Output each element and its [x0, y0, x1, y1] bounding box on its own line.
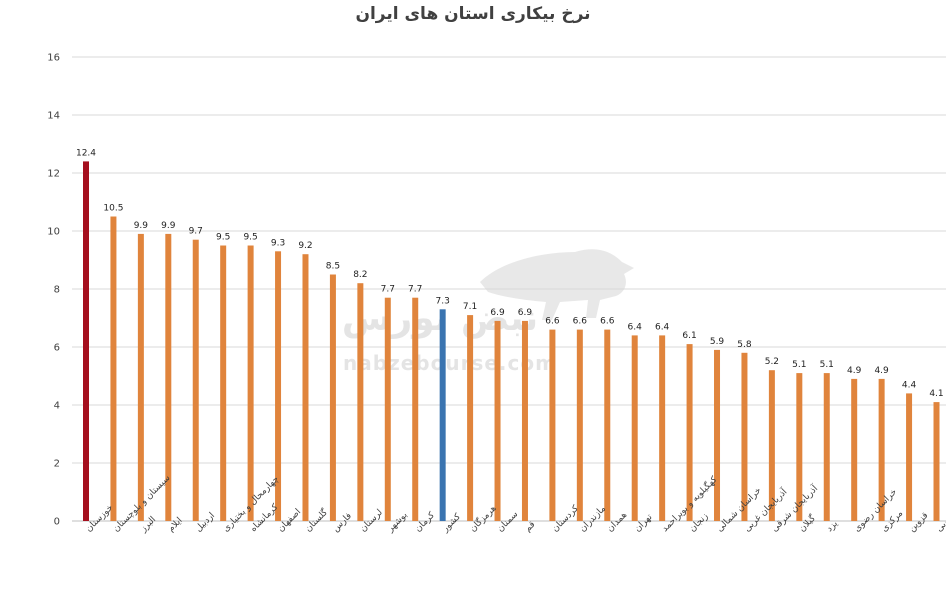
data-label: 7.7	[408, 285, 422, 295]
data-label: 9.2	[298, 241, 312, 251]
bar	[768, 370, 775, 521]
data-label: 8.2	[353, 270, 367, 280]
bars	[83, 161, 940, 522]
data-label: 7.3	[435, 296, 449, 306]
y-tick-label: 8	[54, 285, 60, 296]
data-label: 7.7	[381, 285, 395, 295]
y-tick-label: 16	[47, 53, 60, 64]
bar	[906, 393, 913, 521]
watermark-url: nabzebourse.com	[343, 351, 557, 375]
data-label: 4.9	[847, 366, 862, 376]
data-label: 6.4	[655, 322, 670, 332]
data-label: 6.1	[682, 331, 696, 341]
y-tick-label: 2	[54, 459, 60, 470]
bar	[192, 239, 199, 521]
data-label: 6.9	[518, 308, 533, 318]
bar	[796, 373, 803, 521]
data-label: 6.6	[600, 317, 615, 327]
data-label: 9.9	[134, 221, 149, 231]
data-label: 4.4	[902, 380, 917, 390]
bar	[933, 402, 940, 521]
watermark-logo: نبض بورس nabzebourse.com	[342, 249, 634, 375]
bar	[851, 378, 858, 521]
data-label: 9.5	[216, 233, 230, 243]
bar	[576, 329, 583, 521]
bar	[302, 254, 309, 521]
bar	[741, 352, 748, 521]
data-label: 5.9	[710, 337, 725, 347]
y-tick-label: 6	[54, 343, 60, 354]
bar	[521, 320, 528, 521]
bar	[247, 245, 254, 521]
bar	[384, 297, 391, 521]
data-label: 5.1	[820, 360, 834, 370]
x-category-label: قم	[523, 520, 537, 534]
y-tick-label: 12	[47, 169, 60, 180]
bar	[110, 216, 117, 521]
data-labels: 12.4 10.5 9.9 9.9 9.7 9.5 9.5 9.3 9.2 8.5 8.2 7.7 7.…	[76, 148, 944, 399]
data-label: 8.5	[326, 262, 340, 272]
x-category-label: آذربایجان شرقی	[769, 482, 821, 534]
watermark-logo-text: نبض بورس	[342, 298, 538, 339]
y-axis: 0 2 4 6 8 10 12 14 16	[47, 53, 60, 528]
data-label: 4.9	[874, 366, 889, 376]
bar	[823, 373, 830, 521]
bar	[604, 329, 611, 521]
data-label: 7.1	[463, 302, 477, 312]
data-label: 10.5	[103, 204, 123, 214]
data-label: 6.6	[545, 317, 560, 327]
bar	[494, 320, 501, 521]
data-label: 9.5	[243, 233, 257, 243]
y-tick-label: 4	[54, 401, 60, 412]
data-label: 6.6	[573, 317, 588, 327]
bar	[878, 378, 885, 521]
bar	[549, 329, 556, 521]
data-label: 5.2	[765, 357, 779, 367]
bar	[357, 283, 364, 521]
bar	[686, 344, 693, 521]
data-label: 6.9	[490, 308, 505, 318]
bar	[329, 274, 336, 521]
bar	[659, 335, 666, 521]
bar	[220, 245, 227, 521]
data-label: 9.3	[271, 238, 285, 248]
bar	[439, 309, 446, 521]
data-label: 5.1	[792, 360, 806, 370]
bar	[631, 335, 638, 521]
y-tick-label: 0	[54, 517, 60, 528]
bar	[714, 349, 721, 521]
data-label: 12.4	[76, 148, 96, 158]
data-label: 9.9	[161, 221, 176, 231]
chart-title: نرخ بیکاری استان های ایران	[355, 4, 591, 24]
bar	[467, 315, 474, 521]
y-tick-label: 14	[47, 111, 60, 122]
bar	[412, 297, 419, 521]
bar	[165, 233, 172, 521]
data-label: 6.4	[628, 322, 643, 332]
data-label: 4.1	[929, 389, 943, 399]
data-label: 9.7	[189, 227, 203, 237]
bar	[83, 161, 89, 521]
bar	[275, 251, 282, 522]
bull-icon	[480, 249, 634, 320]
bar	[137, 233, 144, 521]
y-tick-label: 10	[47, 227, 60, 238]
data-label: 5.8	[737, 340, 752, 350]
